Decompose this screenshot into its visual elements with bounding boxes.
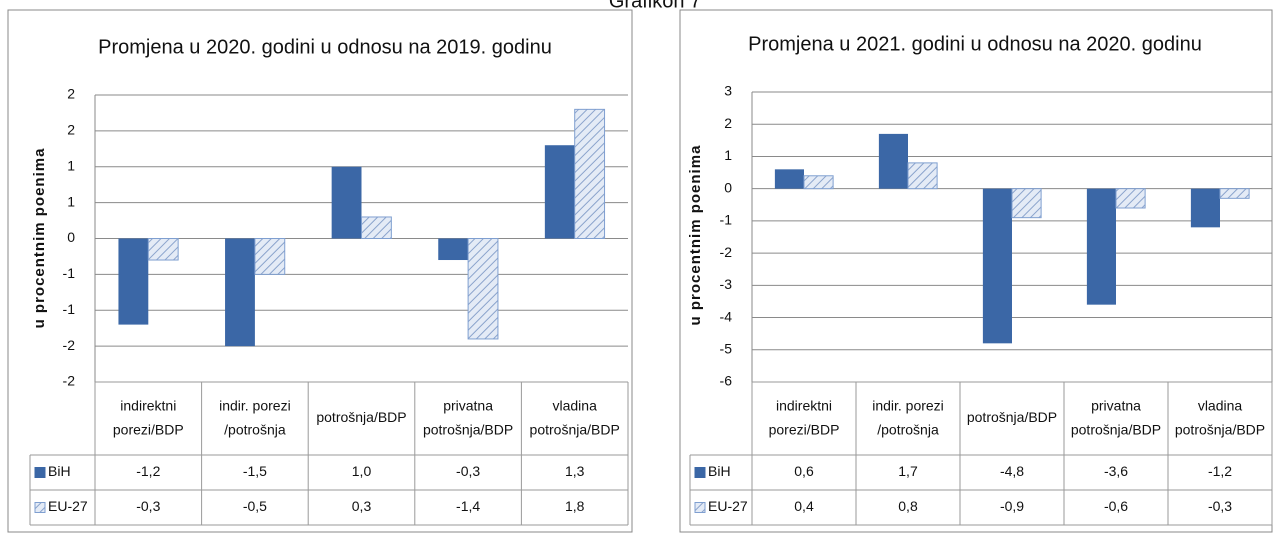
x-tick-label: vladina potrošnja/BDP <box>530 397 620 437</box>
y-tick-label: -6 <box>720 373 733 389</box>
chart-title: Promjena u 2021. godini u odnosu na 2020… <box>748 33 1202 55</box>
bar <box>1115 188 1146 209</box>
bar <box>574 108 606 239</box>
y-tick-label: -3 <box>720 276 733 292</box>
bar <box>1086 188 1116 305</box>
data-label: 1,7 <box>898 463 918 479</box>
data-label: -3,6 <box>1104 463 1128 479</box>
data-label: -0,9 <box>1000 498 1024 514</box>
data-label: 1,8 <box>565 498 585 514</box>
x-tick-label: indir. porezi/potrošnja <box>872 397 944 437</box>
data-label: -1,4 <box>456 498 480 514</box>
legend-key <box>34 467 46 478</box>
x-tick-label: indirektni porezi/BDP <box>113 397 184 437</box>
bar <box>331 166 362 239</box>
data-label: -0,3 <box>1208 498 1232 514</box>
bar <box>1190 188 1220 228</box>
y-tick-label: -2 <box>63 373 76 389</box>
x-tick-label: potrošnja/BDP <box>967 409 1057 425</box>
x-tick-label: vladina potrošnja/BDP <box>1175 397 1265 437</box>
x-tick-label: indirektni porezi/BDP <box>769 397 840 437</box>
data-label: -4,8 <box>1000 463 1024 479</box>
bar <box>1011 188 1042 219</box>
data-label: -1,5 <box>243 463 267 479</box>
data-label: 0,4 <box>794 498 814 514</box>
bar <box>544 145 575 239</box>
y-tick-label: -1 <box>63 265 76 281</box>
page-caption: Grafikon 7 <box>609 0 701 12</box>
chart-border <box>679 9 1273 533</box>
bar <box>467 238 499 340</box>
bar <box>907 162 938 190</box>
bar <box>1219 188 1250 199</box>
legend-key <box>694 502 706 513</box>
data-label: 0,3 <box>352 498 372 514</box>
data-label: 1,0 <box>352 463 372 479</box>
y-tick-label: -2 <box>63 337 76 353</box>
data-label: -0,3 <box>136 498 160 514</box>
y-axis-label: u procentnim poenima <box>687 145 704 326</box>
bar <box>118 238 149 325</box>
bar <box>438 238 469 261</box>
y-tick-label: 3 <box>724 83 732 99</box>
legend-key <box>34 502 46 513</box>
data-label: -1,2 <box>1208 463 1232 479</box>
x-tick-label: indir. porezi/potrošnja <box>219 397 291 437</box>
y-tick-label: 0 <box>67 229 75 245</box>
y-tick-label: -1 <box>720 212 733 228</box>
y-tick-label: 2 <box>724 115 732 131</box>
y-tick-label: -1 <box>63 301 76 317</box>
data-label: -1,2 <box>136 463 160 479</box>
legend-key <box>694 467 706 478</box>
y-tick-label: 2 <box>67 122 75 138</box>
legend-label: BiH <box>708 463 731 479</box>
legend-label: EU-27 <box>708 498 748 514</box>
bar <box>982 188 1012 344</box>
x-tick-label: privatna potrošnja/BDP <box>423 397 513 437</box>
y-tick-label: -4 <box>720 308 733 324</box>
bar <box>803 175 834 190</box>
chart-title: Promjena u 2020. godini u odnosu na 2019… <box>98 36 552 58</box>
data-label: -0,6 <box>1104 498 1128 514</box>
y-tick-label: 1 <box>67 193 75 209</box>
y-tick-label: 1 <box>67 157 75 173</box>
y-tick-label: 2 <box>67 86 75 102</box>
y-tick-label: 0 <box>724 179 732 195</box>
x-tick-label: privatna potrošnja/BDP <box>1071 397 1161 437</box>
bar <box>774 169 804 189</box>
y-axis-label: u procentnim poenima <box>31 148 48 329</box>
bar <box>878 133 908 189</box>
data-label: 1,3 <box>565 463 585 479</box>
y-tick-label: -5 <box>720 340 733 356</box>
y-tick-label: -2 <box>720 244 733 260</box>
chart-border <box>7 9 633 533</box>
data-label: -0,5 <box>243 498 267 514</box>
bar <box>254 238 286 275</box>
x-tick-label: potrošnja/BDP <box>316 409 406 425</box>
bar <box>147 238 179 261</box>
data-label: -0,3 <box>456 463 480 479</box>
data-label: 0,8 <box>898 498 918 514</box>
bar <box>361 216 392 240</box>
bar <box>225 238 255 347</box>
y-tick-label: 1 <box>724 147 732 163</box>
data-label: 0,6 <box>794 463 814 479</box>
legend-label: EU-27 <box>48 498 88 514</box>
legend-label: BiH <box>48 463 71 479</box>
